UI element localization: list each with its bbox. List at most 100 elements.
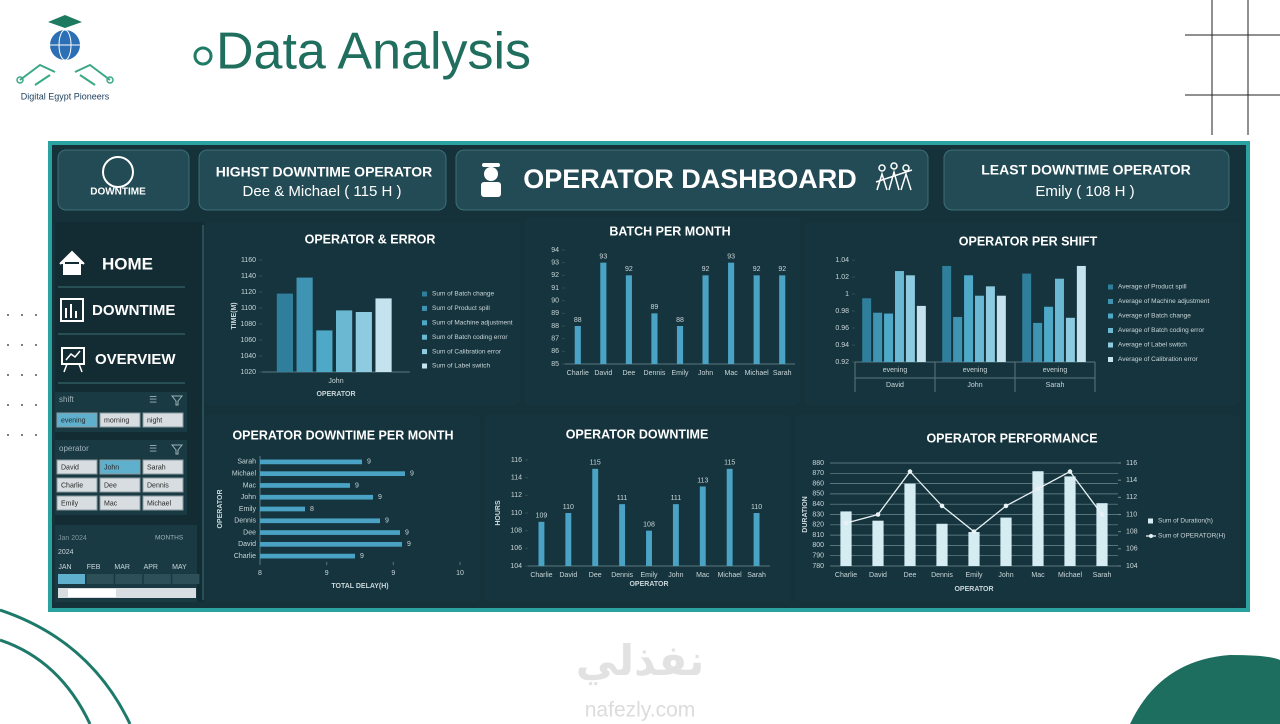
nav-downtime[interactable]: DOWNTIME <box>60 298 175 322</box>
y2-tick-label: 104 <box>1126 563 1138 570</box>
x-tick-label: Dee <box>622 370 635 377</box>
slicer-item-label[interactable]: evening <box>61 417 86 424</box>
slicer-item[interactable] <box>142 477 184 493</box>
y-tick-label: 91 <box>551 285 559 292</box>
legend-swatch <box>1148 518 1153 524</box>
slicer-item-label[interactable]: Emily <box>61 500 79 507</box>
slicer-item-label[interactable]: John <box>104 464 119 471</box>
y-tick-label: 94 <box>551 247 559 254</box>
x-tick-label: Michael <box>718 572 743 579</box>
line-point <box>1003 503 1009 509</box>
slicer-item-label[interactable]: Dennis <box>147 482 169 489</box>
y-tick-label: 1040 <box>240 353 256 360</box>
timeline-cell[interactable] <box>115 574 143 584</box>
slicer-item[interactable] <box>56 477 98 493</box>
legend-swatch <box>422 349 427 355</box>
bar <box>1064 476 1076 566</box>
timeline-cell[interactable] <box>172 574 200 584</box>
logo: Digital Egypt Pioneers <box>16 15 114 101</box>
x-tick-label: Charlie <box>835 572 857 579</box>
scrollbar[interactable] <box>58 588 196 598</box>
bar <box>904 483 916 566</box>
nav-label[interactable]: OVERVIEW <box>95 351 176 368</box>
x-tick-label: Michael <box>1058 572 1083 579</box>
bar <box>316 330 333 372</box>
corner-leaf <box>1130 655 1280 724</box>
slicer-item[interactable] <box>142 495 184 511</box>
slicer-item[interactable] <box>99 495 141 511</box>
x-tick-label: Sarah <box>747 572 766 579</box>
y-tick-label: 104 <box>510 563 522 570</box>
slicer-item-label[interactable]: night <box>147 417 162 424</box>
bar <box>260 471 405 477</box>
legend-label: Average of Batch change <box>1118 313 1191 320</box>
timeline-cell[interactable] <box>58 574 85 584</box>
slicer-item[interactable] <box>99 459 141 475</box>
legend-swatch <box>1108 357 1113 362</box>
data-label: 92 <box>778 266 786 273</box>
y-tick-label: 1060 <box>240 337 256 344</box>
nav-overview[interactable]: OVERVIEW <box>61 347 176 373</box>
bar <box>260 506 305 512</box>
y-axis-title: HOURS <box>495 500 502 526</box>
y-axis-title: OPERATOR <box>217 489 224 528</box>
data-label: 88 <box>676 317 684 324</box>
slicer-item[interactable] <box>99 412 141 428</box>
y-tick-label: Dee <box>243 529 256 536</box>
slicer-item-label[interactable]: Michael <box>147 500 172 507</box>
scrollbar-thumb[interactable] <box>68 589 116 597</box>
slicer-item-label[interactable]: Charlie <box>61 482 83 489</box>
slicer-item[interactable] <box>56 495 98 511</box>
slicer-item[interactable] <box>142 459 184 475</box>
y-tick-label: 780 <box>812 563 824 570</box>
line-point <box>939 503 945 509</box>
nav-label[interactable]: HOME <box>102 254 153 273</box>
data-label: 89 <box>651 304 659 311</box>
slicer-item-label[interactable]: Dee <box>104 482 117 489</box>
bar <box>672 504 679 566</box>
timeline-cell[interactable] <box>86 574 114 584</box>
line-point <box>1067 469 1073 474</box>
legend-label: Sum of Label switch <box>432 363 491 370</box>
x-tick-label: 9 <box>391 570 395 577</box>
slicer-item[interactable] <box>56 459 98 475</box>
dashboard-title: OPERATOR DASHBOARD <box>523 164 857 194</box>
slicer-item-label[interactable]: Mac <box>104 500 118 507</box>
kpi-title: LEAST DOWNTIME OPERATOR <box>981 162 1190 178</box>
bar <box>355 312 372 372</box>
bar <box>895 271 904 362</box>
data-label: 110 <box>751 504 762 511</box>
slicer-item-label[interactable]: morning <box>104 417 129 424</box>
bar <box>1000 517 1012 566</box>
legend-label: Sum of OPERATOR(H) <box>1158 533 1225 540</box>
slicer-title: operator <box>59 444 89 453</box>
timeline-level[interactable]: MONTHS <box>155 535 184 542</box>
nav-label[interactable]: DOWNTIME <box>92 302 175 319</box>
y-tick-label: 90 <box>551 298 559 305</box>
bar <box>574 326 581 364</box>
slicer-item-label[interactable]: Sarah <box>147 464 166 471</box>
x-tick-label: Sarah <box>1093 572 1112 579</box>
legend-swatch <box>1108 342 1113 348</box>
y-tick-label: 112 <box>511 492 522 499</box>
slicer-item[interactable] <box>142 412 184 428</box>
timeline-range: Jan 2024 <box>58 535 87 542</box>
x-tick-label: David <box>594 370 612 377</box>
chart: OPERATOR PERFORMANCE 780 790 800 810 820 830 84… <box>795 415 1240 602</box>
slicer-item[interactable] <box>56 412 98 428</box>
y-tick-label: Charlie <box>234 553 256 560</box>
legend-label: Sum of Duration(h) <box>1158 518 1213 525</box>
chart-title: BATCH PER MONTH <box>609 224 730 238</box>
bar <box>1076 265 1086 362</box>
slicer-item-label[interactable]: David <box>61 464 79 471</box>
timeline-cell[interactable] <box>143 574 171 584</box>
y-tick-label: 92 <box>551 272 559 279</box>
chart-title: OPERATOR PERFORMANCE <box>926 431 1097 445</box>
nav-home[interactable]: HOME <box>59 250 153 275</box>
slicer-item[interactable] <box>99 477 141 493</box>
bar <box>260 541 402 547</box>
logo-card <box>57 149 190 211</box>
slicer-icon: ☰ <box>149 394 157 404</box>
y-tick-label: John <box>241 494 256 501</box>
legend-swatch <box>1149 534 1153 538</box>
